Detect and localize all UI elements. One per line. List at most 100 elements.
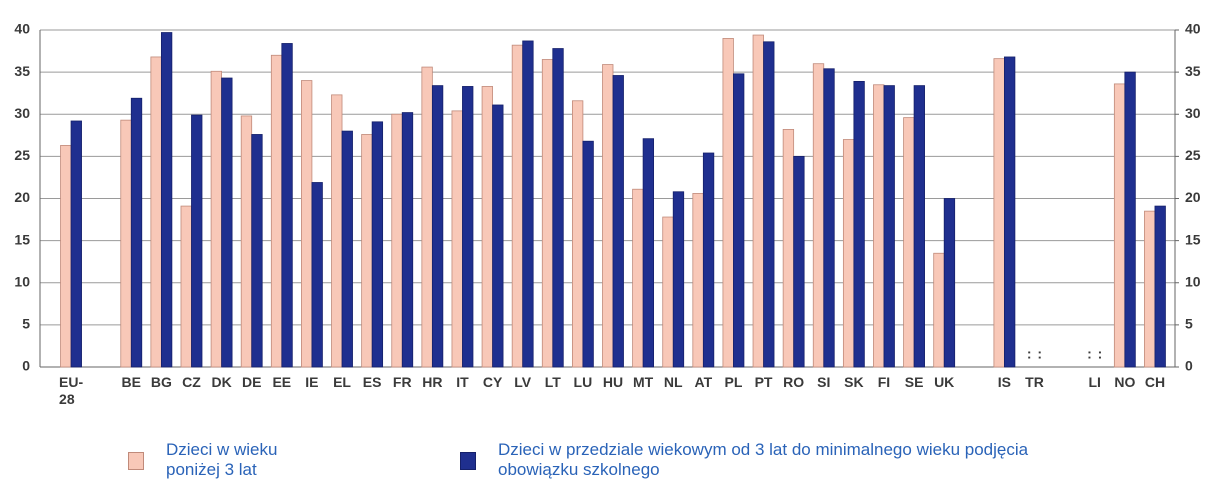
value-label: : (1037, 346, 1042, 362)
x-tick-label-line: IS (998, 374, 1011, 390)
bar (612, 75, 624, 368)
x-tick-label: CY (483, 374, 503, 390)
x-tick-label: DE (242, 374, 261, 390)
bar (391, 113, 403, 368)
value-label: : (1027, 346, 1032, 362)
x-tick-label: BE (122, 374, 141, 390)
x-tick-label-line: ES (363, 374, 382, 390)
x-tick-label-line: LV (514, 374, 532, 390)
x-tick-label-line: CY (483, 374, 503, 390)
x-tick-label-line: SE (905, 374, 924, 390)
x-tick-label: MT (633, 374, 654, 390)
bar (722, 38, 734, 368)
x-tick-label: FI (878, 374, 890, 390)
y-tick-label: 5 (22, 316, 30, 332)
bar (883, 85, 895, 368)
chart: 0 5 10 15 20 25 30 35 40 0 5 10 15 20 25 30 35 40 EU-28 BE B… (14, 21, 1201, 407)
y2-tick-label: 20 (1185, 189, 1201, 205)
bar (70, 120, 82, 368)
bar (842, 139, 855, 368)
y-tick-label: 20 (14, 189, 30, 205)
x-tick-label-line: MT (633, 374, 654, 390)
x-tick-label: FR (393, 374, 412, 390)
bar (130, 97, 143, 368)
x-tick-label: IT (456, 374, 469, 390)
x-tick-label: SE (905, 374, 924, 390)
x-tick-label: NO (1114, 374, 1135, 390)
y2-tick-label: 30 (1185, 105, 1201, 121)
x-tick-label: AT (695, 374, 713, 390)
bar (60, 145, 72, 368)
bar (692, 193, 704, 368)
legend-swatch (460, 452, 476, 470)
x-tick-label: CH (1145, 374, 1165, 390)
y-tick-label: 30 (14, 105, 30, 121)
x-tick-label: LT (545, 374, 562, 390)
bar (752, 34, 764, 368)
bar (1113, 83, 1126, 368)
y2-tick-label: 10 (1185, 273, 1201, 289)
x-tick-label-line: EE (272, 374, 291, 390)
x-tick-label: PT (755, 374, 773, 390)
bar (1004, 56, 1016, 368)
x-tick-label-line: EU- (59, 374, 83, 390)
bar (552, 48, 564, 368)
x-tick-label-line: BE (122, 374, 141, 390)
x-tick-label-line: PT (755, 374, 773, 390)
bar (632, 188, 644, 368)
bar (1154, 205, 1166, 368)
x-tick-label-line: DE (242, 374, 261, 390)
bar (1144, 210, 1156, 368)
bar (853, 80, 865, 368)
x-tick-label-line: PL (724, 374, 742, 390)
bar (451, 110, 463, 368)
x-tick-label-line: LI (1089, 374, 1101, 390)
x-tick-label: PL (724, 374, 742, 390)
x-tick-label: LU (574, 374, 593, 390)
x-tick-label-line: BG (151, 374, 172, 390)
y2-tick-label: 40 (1185, 21, 1201, 37)
x-tick-label-line: FR (393, 374, 412, 390)
bar (662, 216, 674, 368)
x-tick-label-line: HR (422, 374, 442, 390)
bar (481, 86, 493, 368)
bar (341, 130, 353, 368)
y-tick-label: 15 (14, 231, 30, 247)
x-tick-label-line: EL (333, 374, 351, 390)
bar (191, 114, 203, 368)
bar (361, 134, 373, 368)
bar (210, 70, 222, 368)
y-tick-label: 40 (14, 21, 30, 37)
bar (782, 129, 795, 368)
bar (702, 152, 715, 368)
bar (221, 77, 233, 368)
x-tick-label-line: HU (603, 374, 623, 390)
bar (522, 40, 534, 368)
bar (331, 94, 343, 368)
bar (462, 86, 474, 368)
x-tick-label: ES (363, 374, 382, 390)
bar (793, 155, 805, 368)
bar (943, 198, 956, 368)
x-tick-label: RO (783, 374, 804, 390)
x-tick-label: CZ (182, 374, 201, 390)
y2-tick-label: 5 (1185, 316, 1193, 332)
x-tick-label-line: RO (783, 374, 804, 390)
x-tick-label-line: UK (934, 374, 954, 390)
bar (571, 100, 584, 368)
x-tick-label: IE (305, 374, 318, 390)
bar (180, 205, 192, 368)
x-tick-label: EL (333, 374, 351, 390)
x-tick-label: DK (211, 374, 231, 390)
y-tick-label: 35 (14, 63, 30, 79)
bar (270, 54, 283, 368)
bar (903, 117, 915, 368)
bar (541, 59, 554, 368)
x-tick-label-line: LT (545, 374, 562, 390)
x-tick-label: SI (817, 374, 830, 390)
bar (401, 112, 414, 368)
bar (371, 121, 384, 368)
x-tick-label-line: IT (456, 374, 469, 390)
x-tick-label-line: NO (1114, 374, 1135, 390)
